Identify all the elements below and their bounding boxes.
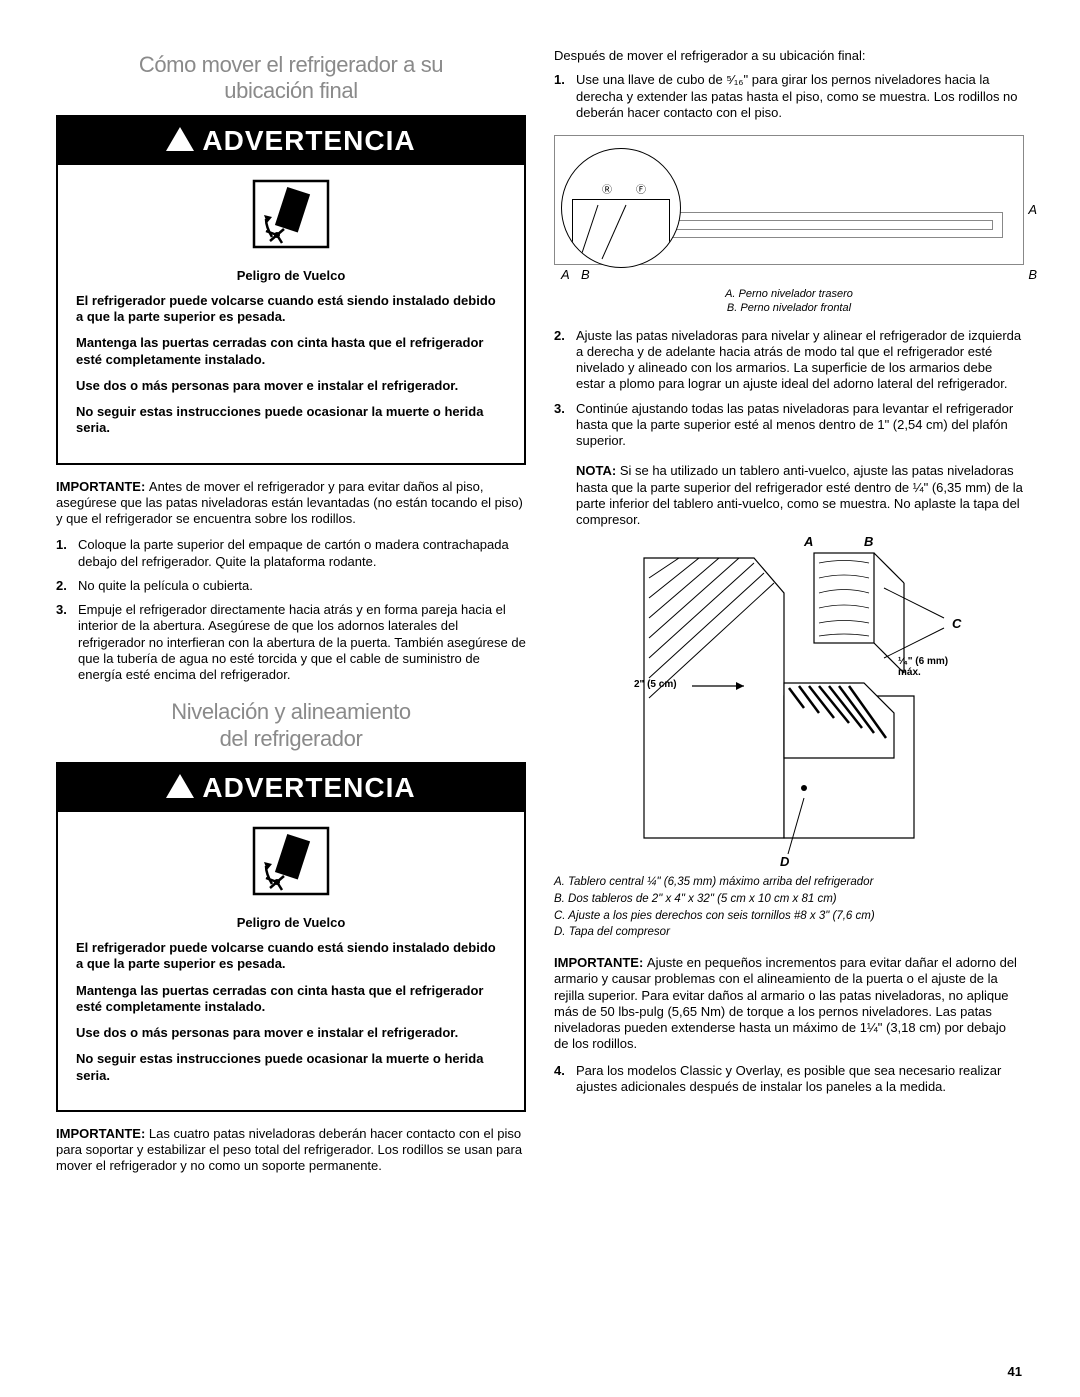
left-li3: Empuje el refrigerador directamente haci… xyxy=(78,602,526,683)
warn-p4-2: No seguir estas instrucciones puede ocas… xyxy=(76,1051,506,1084)
left-list-1: 1.Coloque la parte superior del empaque … xyxy=(56,537,526,683)
warning-banner-1: ADVERTENCIA xyxy=(58,117,524,165)
peligro-title-1: Peligro de Vuelco xyxy=(58,268,524,283)
right-li1: Use una llave de cubo de ⁵⁄₁₆" para gira… xyxy=(576,72,1024,121)
section2-title-l2: del refrigerador xyxy=(220,726,363,751)
page-number: 41 xyxy=(1008,1364,1022,1379)
warning-word-2: ADVERTENCIA xyxy=(202,772,415,804)
list-item: 2.No quite la película o cubierta. xyxy=(56,578,526,594)
left-importante-1: IMPORTANTE: Antes de mover el refrigerad… xyxy=(56,479,526,528)
fig2-label-D: D xyxy=(780,854,789,869)
right-list-2: 2.Ajuste las patas niveladoras para nive… xyxy=(554,328,1024,450)
fig2-capC: C. Ajuste a los pies derechos con seis t… xyxy=(554,910,875,922)
list-item: 4.Para los modelos Classic y Overlay, es… xyxy=(554,1063,1024,1096)
warn-p4-1: No seguir estas instrucciones puede ocas… xyxy=(76,404,506,437)
tipover-icon-2 xyxy=(58,812,524,911)
warn-p1-1: El refrigerador puede volcarse cuando es… xyxy=(76,293,506,326)
list-item: 1.Use una llave de cubo de ⁵⁄₁₆" para gi… xyxy=(554,72,1024,121)
right-nota: NOTA: Si se ha utilizado un tablero anti… xyxy=(576,463,1024,528)
fig2-capD: D. Tapa del compresor xyxy=(554,926,670,938)
fig1-capB: B. Perno nivelador frontal xyxy=(727,302,851,314)
fig2-dim2-l2: máx. xyxy=(898,667,921,678)
warn-p1-2: El refrigerador puede volcarse cuando es… xyxy=(76,940,506,973)
warn-p3-2: Use dos o más personas para mover e inst… xyxy=(76,1025,506,1041)
fig2-label-C: C xyxy=(952,616,961,631)
left-li1: Coloque la parte superior del empaque de… xyxy=(78,537,526,570)
warning-triangle-icon xyxy=(166,774,194,798)
section1-title-l2: ubicación final xyxy=(224,78,357,103)
section2-title-l1: Nivelación y alineamiento xyxy=(171,699,410,724)
warn-p2-1: Mantenga las puertas cerradas con cinta … xyxy=(76,335,506,368)
right-list-3: 4.Para los modelos Classic y Overlay, es… xyxy=(554,1063,1024,1096)
list-item: 2.Ajuste las patas niveladoras para nive… xyxy=(554,328,1024,393)
nota-label: NOTA: xyxy=(576,463,620,478)
fig2-label-A: A xyxy=(804,534,813,549)
warning-box-1: ADVERTENCIA Peligro de Vuelco El refrige… xyxy=(56,115,526,465)
warning-box-2: ADVERTENCIA Peligro de Vuelco El refrige… xyxy=(56,762,526,1112)
list-item: 3.Continúe ajustando todas las patas niv… xyxy=(554,401,1024,450)
fig1-label-B-left: B xyxy=(581,267,590,282)
fig2-dim2-l1: ¹⁄₄" (6 mm) xyxy=(898,656,948,667)
warning-body-1: El refrigerador puede volcarse cuando es… xyxy=(58,293,524,463)
list-item: 1.Coloque la parte superior del empaque … xyxy=(56,537,526,570)
figure-2: A B C D 2" (5 cm) ¹⁄₄" (6 mm) máx. xyxy=(604,538,1024,868)
left-importante-2: IMPORTANTE: Las cuatro patas niveladoras… xyxy=(56,1126,526,1175)
section1-title: Cómo mover el refrigerador a su ubicació… xyxy=(56,52,526,105)
warning-body-2: El refrigerador puede volcarse cuando es… xyxy=(58,940,524,1110)
warn-p2-2: Mantenga las puertas cerradas con cinta … xyxy=(76,983,506,1016)
left-li2: No quite la película o cubierta. xyxy=(78,578,526,594)
right-li2: Ajuste las patas niveladoras para nivela… xyxy=(576,328,1024,393)
warning-triangle-icon xyxy=(166,127,194,151)
fig1-label-B-right: B xyxy=(1028,267,1037,282)
warn-p3-1: Use dos o más personas para mover e inst… xyxy=(76,378,506,394)
peligro-title-2: Peligro de Vuelco xyxy=(58,915,524,930)
fig2-capB: B. Dos tableros de 2" x 4" x 32" (5 cm x… xyxy=(554,893,837,905)
right-li3: Continúe ajustando todas las patas nivel… xyxy=(576,401,1024,450)
fig1-capA: A. Perno nivelador trasero xyxy=(725,288,853,300)
fig1-label-A-right: A xyxy=(1028,202,1037,217)
figure-1: ⓇⒻ A B A B xyxy=(554,135,1024,265)
fig1-label-A-left: A xyxy=(561,267,570,282)
figure-2-caption: A. Tablero central ¼" (6,35 mm) máximo a… xyxy=(554,874,1024,941)
imp-label-1: IMPORTANTE: xyxy=(56,479,149,494)
figure-1-caption: A. Perno nivelador trasero B. Perno nive… xyxy=(554,287,1024,316)
warning-word-1: ADVERTENCIA xyxy=(202,125,415,157)
right-li4: Para los modelos Classic y Overlay, es p… xyxy=(576,1063,1024,1096)
right-importante-2: IMPORTANTE: Ajuste en pequeños increment… xyxy=(554,955,1024,1053)
tipover-icon-1 xyxy=(58,165,524,264)
fig2-label-B: B xyxy=(864,534,873,549)
list-item: 3.Empuje el refrigerador directamente ha… xyxy=(56,602,526,683)
imp-label-2: IMPORTANTE: xyxy=(56,1126,149,1141)
nota-text: Si se ha utilizado un tablero anti-vuelc… xyxy=(576,463,1023,527)
fig2-dim1: 2" (5 cm) xyxy=(634,679,677,690)
section2-title: Nivelación y alineamiento del refrigerad… xyxy=(56,699,526,752)
imp2-label: IMPORTANTE: xyxy=(554,955,647,970)
right-intro: Después de mover el refrigerador a su ub… xyxy=(554,48,1024,64)
warning-banner-2: ADVERTENCIA xyxy=(58,764,524,812)
section1-title-l1: Cómo mover el refrigerador a su xyxy=(139,52,443,77)
right-list: 1.Use una llave de cubo de ⁵⁄₁₆" para gi… xyxy=(554,72,1024,121)
fig2-capA: A. Tablero central ¼" (6,35 mm) máximo a… xyxy=(554,876,873,888)
